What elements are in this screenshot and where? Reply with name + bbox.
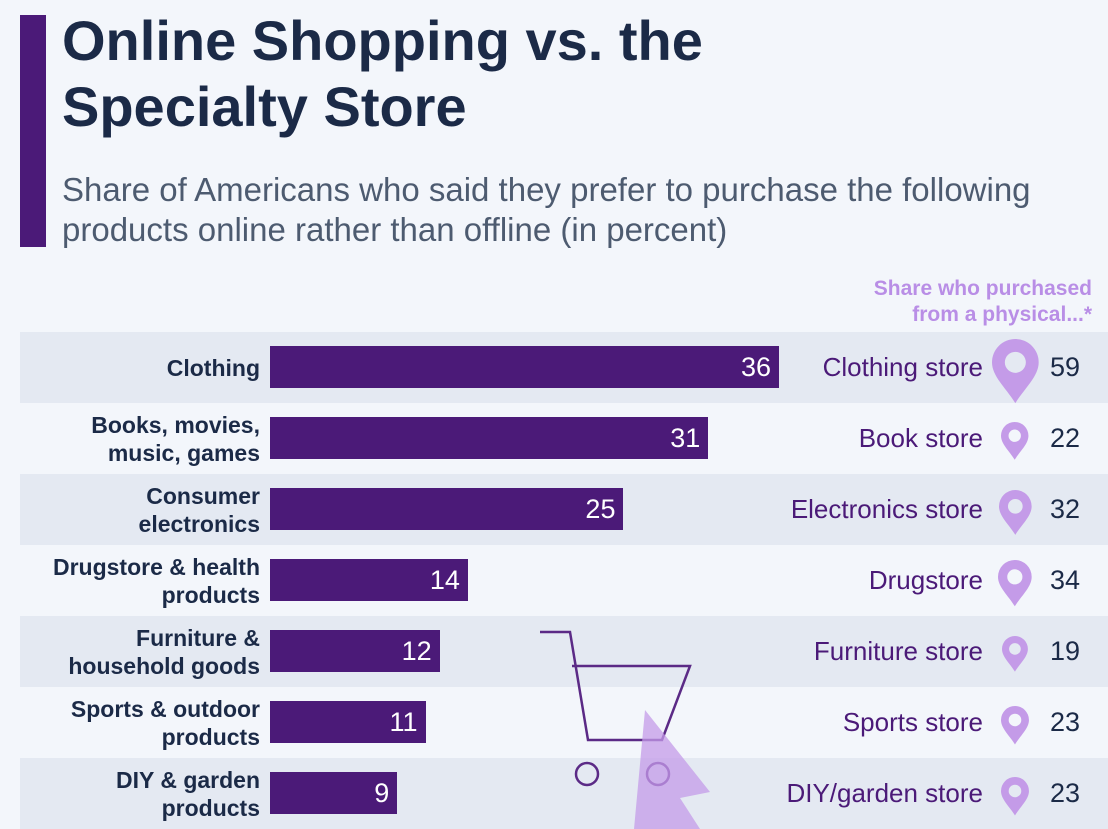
share-value: 19 — [1049, 636, 1080, 666]
row: Clothing 36 Clothing store 59 — [20, 332, 1108, 404]
category-label: Consumer electronics — [138, 482, 260, 537]
share-value: 34 — [1049, 565, 1080, 595]
pin-hole — [1004, 352, 1026, 374]
pin-hole — [1009, 643, 1021, 656]
store-label: DIY/garden store — [786, 778, 983, 808]
pin-hole — [1008, 713, 1022, 727]
store-label: Furniture store — [813, 636, 983, 666]
accent-bar — [20, 15, 46, 247]
pin — [1001, 706, 1029, 745]
cart-decoration — [540, 630, 710, 829]
pin — [1001, 422, 1029, 461]
row: DIY & garden products 9 DIY/garden store 23 — [20, 758, 1108, 829]
pin — [991, 339, 1039, 404]
store-label: Electronics store — [790, 494, 983, 524]
pin — [1001, 777, 1029, 816]
row: Consumer electronics 25 Electronics store 3… — [20, 474, 1108, 545]
bar-value-label: 12 — [401, 636, 432, 666]
row: Sports & outdoor products 11 Sports store 2… — [20, 687, 1108, 758]
share-value: 23 — [1049, 707, 1080, 737]
bar: 9 — [270, 772, 398, 814]
bar-value-label: 9 — [374, 778, 390, 808]
bar: 14 — [270, 559, 468, 601]
share-value: 59 — [1049, 352, 1080, 382]
chart-title: Online Shopping vs. the Specialty Store — [62, 9, 703, 138]
pin-hole — [1008, 429, 1022, 443]
pin — [1002, 636, 1028, 672]
bar: 12 — [270, 630, 440, 672]
row: Furniture & household goods 12 Furniture s… — [20, 616, 1108, 687]
pin-hole — [1007, 569, 1023, 585]
store-label: Drugstore — [868, 565, 983, 595]
pin-hole — [1007, 499, 1023, 514]
share-value: 23 — [1049, 778, 1080, 808]
store-label: Sports store — [842, 707, 983, 737]
category-label: Books, movies, music, games — [91, 411, 260, 466]
bar: 25 — [270, 488, 624, 530]
share-value: 32 — [1049, 494, 1080, 524]
bar-value-label: 31 — [670, 423, 701, 453]
pin — [998, 490, 1032, 535]
category-label: Drugstore & health products — [52, 553, 260, 608]
category-label: Clothing — [166, 354, 260, 381]
share-value: 22 — [1049, 423, 1080, 453]
bar-value-label: 11 — [389, 707, 418, 737]
pin — [998, 560, 1032, 607]
row: Drugstore & health products 14 Drugstore 34 — [20, 545, 1108, 616]
store-label: Book store — [858, 423, 983, 453]
row: Books, movies, music, games 31 Book store 2… — [20, 403, 1108, 474]
side-title: Share who purchased from a physical...* — [873, 277, 1092, 326]
bar: 31 — [270, 417, 709, 459]
chart-subtitle: Share of Americans who said they prefer … — [62, 171, 1031, 248]
bar-value-label: 25 — [585, 494, 616, 524]
pin-hole — [1008, 784, 1022, 798]
bar-value-label: 36 — [740, 352, 771, 382]
category-label: DIY & garden products — [116, 766, 260, 821]
bar-value-label: 14 — [429, 565, 460, 595]
store-label: Clothing store — [822, 352, 983, 382]
category-label: Furniture & household goods — [68, 624, 260, 679]
bar: 36 — [270, 346, 779, 388]
bar: 11 — [270, 701, 426, 743]
category-label: Sports & outdoor products — [70, 695, 260, 750]
